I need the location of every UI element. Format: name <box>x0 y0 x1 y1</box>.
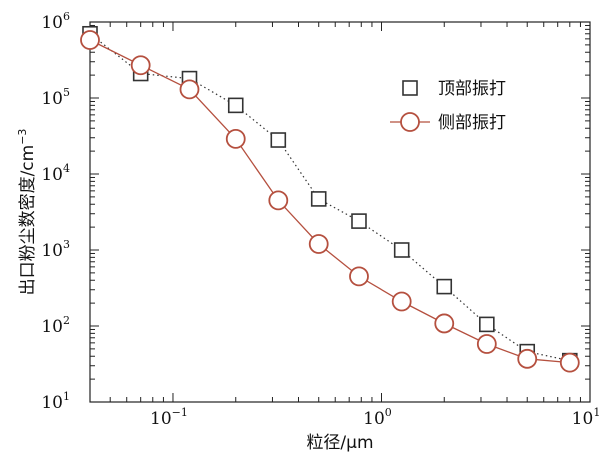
x-tick-label: 10−1 <box>150 406 188 429</box>
y-tick-label: 102 <box>41 314 70 337</box>
series-2-circle-marker <box>349 266 369 287</box>
series-layer <box>80 25 580 373</box>
series-2-circle-marker <box>434 313 455 334</box>
y-tick-exp: 6 <box>63 10 70 23</box>
series-1-square-marker <box>310 191 327 207</box>
x-tick-base: 10 <box>150 409 172 429</box>
y-tick-base: 10 <box>41 89 63 109</box>
legend-label: 侧部振打 <box>438 113 506 133</box>
series-1-square-marker <box>227 97 244 114</box>
series-2-circle-marker <box>308 234 329 254</box>
legend-square-swatch <box>402 80 418 96</box>
x-tick-exp: −1 <box>172 406 188 419</box>
y-axis-title-exp: −3 <box>16 129 29 145</box>
x-tick-base: 10 <box>363 409 385 429</box>
y-tick-exp: 5 <box>63 86 70 99</box>
y-axis-title: 出口粉尘数密度/cm−3 <box>16 129 38 296</box>
x-axis-title: 粒径/μm <box>306 433 373 453</box>
series-1-square-marker <box>436 278 453 295</box>
series-1-square-marker <box>393 242 410 258</box>
series-2-circle-marker <box>80 30 100 50</box>
series-1-square-marker <box>479 316 495 333</box>
x-tick-base: 10 <box>572 409 594 429</box>
plot-frame <box>89 21 591 403</box>
y-tick-label: 105 <box>41 86 70 109</box>
series-2-circle-marker <box>130 55 151 76</box>
legend-circle-swatch <box>400 112 420 132</box>
y-tick-exp: 4 <box>63 162 70 175</box>
y-tick-label: 104 <box>41 162 70 185</box>
y-tick-exp: 1 <box>63 390 70 403</box>
x-tick-label: 101 <box>572 406 601 429</box>
y-tick-base: 10 <box>41 241 63 261</box>
y-tick-exp: 3 <box>63 238 70 251</box>
series-2-circle-marker <box>391 291 412 312</box>
y-tick-exp: 2 <box>63 314 70 327</box>
series-1-line <box>89 33 570 362</box>
series-2-circle-marker <box>517 348 538 369</box>
series-2-circle-marker <box>225 128 246 149</box>
series-2-circle-marker <box>476 334 497 354</box>
y-axis-title-group: 出口粉尘数密度/cm−3 <box>16 129 38 296</box>
y-tick-base: 10 <box>41 393 63 413</box>
y-tick-base: 10 <box>41 165 63 185</box>
y-tick-label: 106 <box>41 10 70 33</box>
x-tick-exp: 0 <box>385 406 392 419</box>
y-tick-label: 103 <box>41 238 70 261</box>
legend-label: 顶部振打 <box>438 79 506 99</box>
y-tick-base: 10 <box>41 13 63 33</box>
series-1-square-marker <box>351 213 367 229</box>
series-2-circle-marker <box>559 352 580 373</box>
series-1-square-marker <box>270 132 287 148</box>
y-axis-title-text: 出口粉尘数密度/cm <box>18 145 38 296</box>
x-tick-label: 100 <box>363 406 392 429</box>
series-2-circle-marker <box>268 190 289 211</box>
y-tick-base: 10 <box>41 317 63 337</box>
series-2-circle-marker <box>179 79 200 100</box>
y-tick-label: 101 <box>41 390 70 413</box>
x-tick-exp: 1 <box>593 406 600 419</box>
